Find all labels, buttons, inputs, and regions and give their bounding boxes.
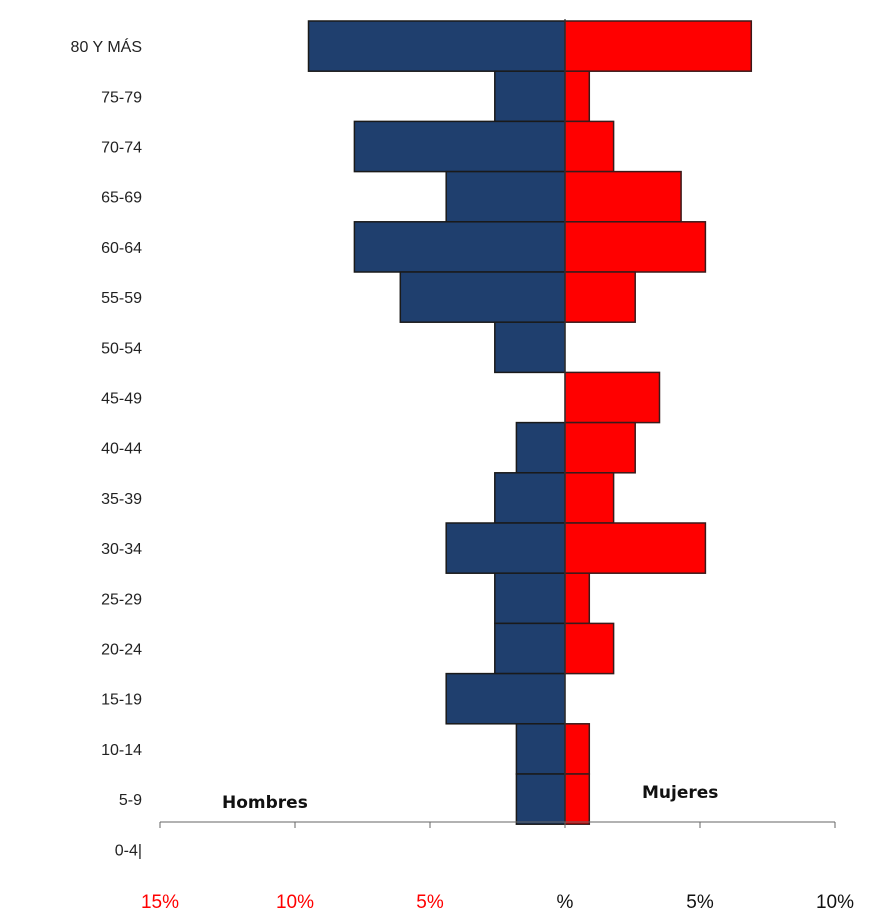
age-group-label: 75-79 <box>101 89 142 106</box>
age-group-label: 35-39 <box>101 491 142 508</box>
age-group-label: 10-14 <box>101 742 142 759</box>
bar-men <box>494 472 566 524</box>
bar-women <box>564 70 591 123</box>
bar-men <box>399 271 566 323</box>
age-group-label: 15-19 <box>101 692 142 709</box>
age-group-label: 30-34 <box>101 541 142 558</box>
age-group-label: 50-54 <box>101 340 142 357</box>
bar-women <box>564 522 707 574</box>
women-bars <box>564 20 753 825</box>
bar-women <box>564 472 615 524</box>
bar-men <box>494 572 566 625</box>
series-label-men: Hombres <box>222 793 308 813</box>
bar-men <box>494 70 566 123</box>
x-tick-label: 10% <box>816 892 854 909</box>
age-group-label: 0-4| <box>115 842 142 859</box>
age-group-label: 60-64 <box>101 240 142 257</box>
bar-women <box>564 773 591 825</box>
x-tick-label: % <box>557 892 574 909</box>
bar-women <box>564 421 636 474</box>
bar-men <box>353 221 566 273</box>
bar-women <box>564 170 682 223</box>
bar-women <box>564 271 636 323</box>
bar-men <box>515 421 566 474</box>
age-group-label: 40-44 <box>101 441 142 458</box>
x-tick-label: 15% <box>141 892 179 909</box>
age-group-label: 25-29 <box>101 591 142 608</box>
age-group-label: 55-59 <box>101 290 142 307</box>
bar-men <box>445 672 566 725</box>
age-group-label: 45-49 <box>101 391 142 408</box>
bar-men <box>515 723 566 775</box>
bar-men <box>494 321 566 374</box>
x-tick-label: 5% <box>686 892 714 909</box>
bar-men <box>307 20 566 72</box>
bar-women <box>564 371 661 424</box>
bar-women <box>564 221 707 273</box>
series-label-women: Mujeres <box>642 783 718 803</box>
age-group-label: 80 Y MÁS <box>71 37 142 56</box>
x-tick-label: 10% <box>276 892 314 909</box>
age-group-label: 5-9 <box>119 792 142 809</box>
age-group-label: 65-69 <box>101 190 142 207</box>
bar-men <box>515 773 566 825</box>
bar-women <box>564 572 591 625</box>
age-group-labels: 80 Y MÁS 75-79 70-74 65-69 60-64 55-59 50-54 45… <box>71 37 143 859</box>
age-group-label: 70-74 <box>101 140 142 157</box>
bar-women <box>564 723 591 775</box>
bar-women <box>564 20 753 72</box>
bar-men <box>353 120 566 173</box>
men-bars <box>307 20 566 825</box>
x-axis-ticks: 15% 10% 5%% 5% 10% <box>141 822 854 909</box>
bar-women <box>564 622 615 675</box>
bar-women <box>564 120 615 173</box>
age-group-label: 20-24 <box>101 642 142 659</box>
bar-men <box>445 170 566 223</box>
x-tick-label: 5% <box>416 892 444 909</box>
bar-men <box>494 622 566 675</box>
bar-men <box>445 522 566 574</box>
